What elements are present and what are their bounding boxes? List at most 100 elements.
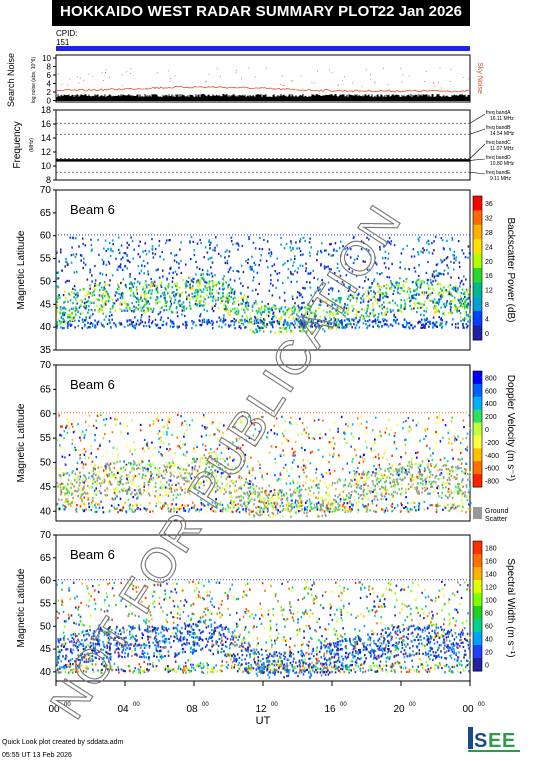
panel-cell xyxy=(175,253,178,257)
panel-cell xyxy=(227,504,229,507)
panel-cell xyxy=(402,284,404,287)
panel-cell xyxy=(165,467,168,470)
panel-cell xyxy=(372,296,374,299)
panel-cell xyxy=(278,425,280,428)
panel-edge-cell xyxy=(325,234,326,236)
panel-cell xyxy=(411,281,414,284)
panel-cell xyxy=(217,298,219,301)
panel-cell xyxy=(339,296,342,300)
panel-cell xyxy=(447,481,449,484)
panel-frame xyxy=(55,364,471,522)
panel-cell xyxy=(387,467,389,470)
panel-cell xyxy=(57,297,59,300)
panel-cell xyxy=(289,324,291,327)
panel-cell xyxy=(77,494,79,498)
panel-cell xyxy=(175,307,178,310)
panel-cell xyxy=(349,506,351,509)
panel-cell xyxy=(463,302,465,305)
panel-cell xyxy=(270,502,273,505)
panel-cell xyxy=(176,507,179,510)
panel-cell xyxy=(423,309,425,312)
panel-cell xyxy=(303,471,305,474)
panel-cell xyxy=(399,463,401,466)
panel-cell xyxy=(64,485,66,488)
panel-cell xyxy=(165,322,168,325)
panel-cell xyxy=(306,509,309,512)
panel-cell xyxy=(441,295,444,298)
panel-cell xyxy=(161,426,164,429)
panel-cell xyxy=(196,305,199,308)
panel-cell xyxy=(200,324,202,327)
panel-cell xyxy=(224,309,227,312)
panel-cell xyxy=(188,490,191,493)
panel-cell xyxy=(200,498,202,501)
panel-cell xyxy=(432,316,435,319)
panel-cell xyxy=(319,315,322,318)
panel-cell xyxy=(155,505,157,508)
panel-cell xyxy=(297,310,300,313)
panel-cell xyxy=(238,318,241,321)
colorbar-tick-label: 8 xyxy=(485,302,489,309)
panel-cell xyxy=(82,288,84,291)
panel-cell xyxy=(413,255,416,258)
panel-cell xyxy=(237,244,240,247)
panel-cell xyxy=(468,297,470,300)
panel-cell xyxy=(74,297,77,300)
panel-cell xyxy=(426,317,428,320)
panel-cell xyxy=(148,315,151,318)
panel-cell xyxy=(57,295,59,298)
panel-cell xyxy=(337,312,339,315)
panel-cell xyxy=(158,312,161,315)
panel-edge-cell xyxy=(136,234,137,236)
panel-cell xyxy=(372,483,375,486)
panel-cell xyxy=(457,483,459,486)
panel-cell xyxy=(145,302,148,305)
panel-cell xyxy=(274,506,277,509)
panel-cell xyxy=(175,503,177,506)
panel-cell xyxy=(455,307,457,310)
panel-cell xyxy=(168,239,170,242)
panel-cell xyxy=(88,502,90,505)
panel-cell xyxy=(454,304,456,307)
panel-cell xyxy=(428,251,431,254)
panel-cell xyxy=(238,277,241,280)
panel-cell xyxy=(392,484,395,487)
panel-cell xyxy=(74,489,76,492)
panel-cell xyxy=(261,248,264,251)
panel-cell xyxy=(91,274,93,277)
panel-cell xyxy=(72,317,74,320)
panel-cell xyxy=(407,417,410,420)
panel-cell xyxy=(165,308,168,312)
panel-cell xyxy=(456,290,458,293)
panel-cell xyxy=(198,281,201,284)
panel-cell xyxy=(405,420,407,423)
panel-cell xyxy=(321,283,324,286)
panel-cell xyxy=(101,297,104,300)
panel-cell xyxy=(199,288,202,292)
panel-cell xyxy=(231,290,233,293)
panel-edge-cell xyxy=(283,234,284,236)
panel-cell xyxy=(465,288,468,291)
panel-cell xyxy=(257,514,260,517)
panel-cell xyxy=(270,330,272,333)
panel-cell xyxy=(140,316,143,319)
colorbar-segment xyxy=(473,268,482,283)
panel-cell xyxy=(371,499,373,502)
panel-cell xyxy=(92,424,95,427)
panel-cell xyxy=(404,438,406,441)
panel-cell xyxy=(437,303,440,306)
panel-cell xyxy=(248,469,251,472)
panel-cell xyxy=(351,270,354,273)
noise-point xyxy=(331,71,333,73)
panel-cell xyxy=(267,314,270,317)
panel-cell xyxy=(92,505,94,508)
panel-cell xyxy=(191,327,193,330)
panel-cell xyxy=(109,508,111,511)
panel-cell xyxy=(423,437,425,440)
panel-cell xyxy=(261,437,263,440)
panel-edge-cell xyxy=(184,234,185,236)
noise-point xyxy=(316,70,318,72)
panel-cell xyxy=(365,431,368,434)
panel-cell xyxy=(122,256,124,259)
panel-cell xyxy=(291,295,294,298)
